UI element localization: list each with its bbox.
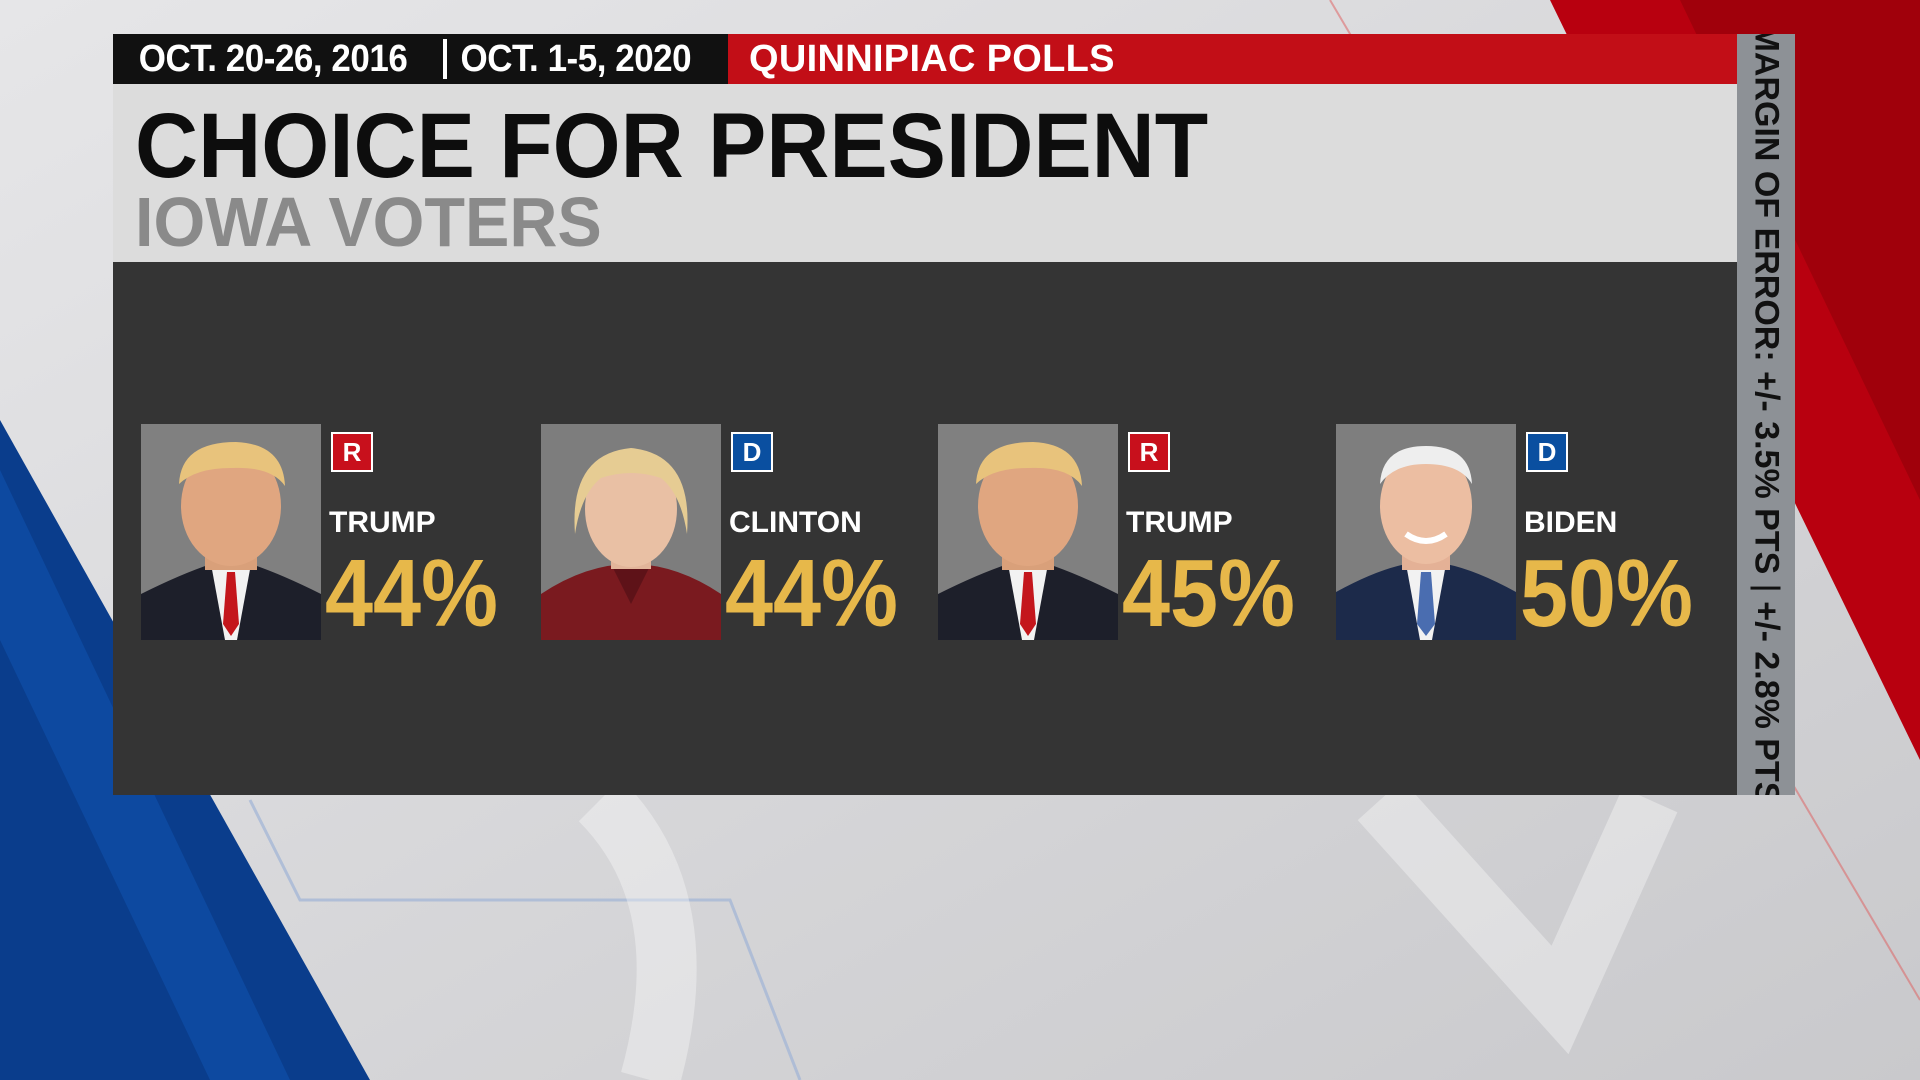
trump-photo: [141, 424, 321, 640]
candidate-percentage: 44%: [325, 540, 498, 647]
party-badge-republican: R: [331, 432, 373, 472]
date-separator: [442, 39, 447, 79]
title-panel: CHOICE FOR PRESIDENT IOWA VOTERS: [113, 84, 1737, 262]
poll-source: QUINNIPIAC POLLS: [749, 38, 1115, 80]
candidate-biden-2020: D BIDEN 50%: [1336, 424, 1716, 644]
candidate-trump-2020: R TRUMP 45%: [938, 424, 1318, 644]
candidate-name: TRUMP: [329, 506, 436, 539]
margin-of-error-rail: MARGIN OF ERROR: +/- 3.5% PTS +/- 2.8% P…: [1737, 34, 1795, 795]
candidate-percentage: 44%: [725, 540, 898, 647]
date-2020: OCT. 1-5, 2020: [460, 38, 692, 80]
margin-of-error-2016: MARGIN OF ERROR: +/- 3.5% PTS: [1747, 34, 1786, 575]
page-subtitle: IOWA VOTERS: [135, 183, 602, 261]
page-title: CHOICE FOR PRESIDENT: [135, 95, 1209, 197]
candidate-name: TRUMP: [1126, 506, 1233, 539]
candidate-name: CLINTON: [729, 506, 862, 539]
candidate-trump-2016: R TRUMP 44%: [141, 424, 521, 644]
biden-photo: [1336, 424, 1516, 640]
candidate-clinton-2016: D CLINTON 44%: [541, 424, 921, 644]
candidate-percentage: 50%: [1520, 540, 1693, 647]
candidate-percentage: 45%: [1122, 540, 1295, 647]
clinton-photo: [541, 424, 721, 640]
date-2016: OCT. 20-26, 2016: [138, 38, 408, 80]
party-badge-democrat: D: [1526, 432, 1568, 472]
margin-of-error-2020: +/- 2.8% PTS: [1747, 601, 1786, 795]
poll-graphic-card: OCT. 20-26, 2016 OCT. 1-5, 2020 QUINNIPI…: [113, 34, 1795, 795]
moe-separator: [1751, 586, 1781, 590]
date-strip: OCT. 20-26, 2016 OCT. 1-5, 2020: [113, 34, 728, 84]
trump-photo: [938, 424, 1118, 640]
party-badge-democrat: D: [731, 432, 773, 472]
candidate-name: BIDEN: [1524, 506, 1618, 539]
header-bar: OCT. 20-26, 2016 OCT. 1-5, 2020 QUINNIPI…: [113, 34, 1737, 84]
party-badge-republican: R: [1128, 432, 1170, 472]
margin-of-error-text: MARGIN OF ERROR: +/- 3.5% PTS +/- 2.8% P…: [1747, 34, 1786, 795]
